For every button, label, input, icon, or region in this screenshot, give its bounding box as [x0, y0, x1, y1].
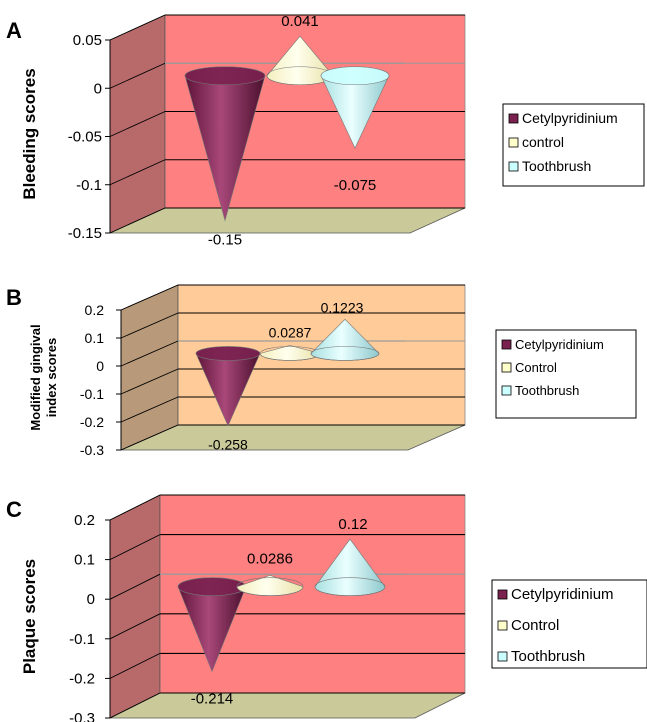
y-tick-label: -0.05	[68, 129, 102, 146]
floor	[109, 207, 466, 234]
y-tick-label: -0.1	[76, 177, 102, 194]
floor	[109, 692, 466, 719]
cone-cetylpyridinium	[177, 577, 247, 673]
panel-label: A	[6, 18, 22, 43]
y-tick-label: -0.1	[69, 631, 95, 648]
legend-entry: Cetylpyridinium	[511, 586, 614, 603]
cone-cetylpyridinium	[184, 66, 266, 222]
side-gridline	[109, 62, 166, 89]
cone-base	[310, 346, 380, 361]
chart-panel-b: 0.2 0.1 0 -0.1 -0.2 -0.3 -0.258 0.0287 0.1223 Mod…	[6, 284, 637, 458]
side-gridline	[120, 340, 179, 367]
legend-entry: Cetylpyridinium	[515, 337, 604, 352]
y-tick-label: 0	[96, 358, 104, 374]
y-axis-title: Plaque scores	[20, 559, 39, 674]
floor	[120, 424, 466, 451]
y-tick-label: -0.3	[69, 710, 95, 722]
cone-base	[195, 346, 261, 361]
y-tick-label: -0.3	[80, 442, 104, 458]
legend-entry: Toothbrush	[522, 158, 591, 174]
legend-swatch-toothbrush	[497, 651, 508, 662]
cone-base	[314, 577, 386, 597]
cone-toothbrush	[320, 66, 390, 149]
legend-swatch-toothbrush	[501, 385, 512, 396]
cone-control	[236, 575, 304, 597]
side-gridline	[120, 368, 179, 395]
legend-swatch-toothbrush	[508, 161, 519, 172]
legend-swatch-control	[508, 137, 519, 148]
y-tick-label: -0.1	[80, 386, 104, 402]
cone-toothbrush	[314, 538, 386, 597]
legend-swatch-cetylpyridinium	[508, 113, 519, 124]
y-axis-title-line: index scores	[44, 338, 59, 418]
legend-box	[491, 579, 647, 669]
y-tick-label: -0.2	[80, 414, 104, 430]
data-label: -0.214	[191, 690, 234, 707]
cone-base	[184, 66, 266, 86]
y-tick-label: 0	[87, 591, 95, 608]
side-gridline	[109, 573, 161, 600]
legend-entry: Toothbrush	[515, 383, 579, 398]
data-label: 0.1223	[321, 299, 364, 315]
legend: Cetylpyridinium Control Toothbrush	[495, 329, 637, 419]
data-label: 0.041	[281, 13, 319, 30]
data-label: 0.12	[338, 516, 367, 533]
y-tick-label: 0.2	[85, 302, 105, 318]
y-tick-label: 0.2	[74, 512, 95, 529]
legend-swatch-control	[497, 620, 508, 631]
y-tick-label: -0.15	[68, 225, 102, 242]
side-gridline	[120, 312, 179, 339]
y-tick-label: 0.1	[85, 330, 105, 346]
side-gridline	[109, 692, 161, 719]
data-label: -0.15	[208, 232, 242, 249]
legend-box	[495, 329, 637, 419]
data-label: 0.0287	[269, 324, 312, 340]
side-gridline	[109, 494, 161, 521]
legend-entry: Control	[511, 617, 559, 634]
y-axis-title: Bleeding scores	[20, 68, 39, 199]
side-wall-shade	[110, 495, 160, 718]
side-wall-shade	[121, 285, 178, 450]
chart-panel-c: 0.2 0.1 0 -0.1 -0.2 -0.3 -0.214 0.0286 0.12 Plaqu…	[6, 494, 647, 722]
legend-entry: Control	[515, 360, 557, 375]
side-gridline	[120, 424, 179, 451]
data-label: -0.258	[208, 437, 248, 453]
cone-base	[320, 66, 390, 86]
legend-entry: Toothbrush	[511, 648, 585, 665]
panel-label: C	[6, 497, 22, 522]
side-gridline	[109, 613, 161, 640]
y-axis-title: Modified gingivalindex scores	[28, 324, 59, 430]
legend-entry: control	[522, 134, 564, 150]
side-gridline	[120, 396, 179, 423]
data-label: -0.075	[334, 177, 377, 194]
y-tick-label: 0	[94, 80, 102, 97]
data-label: 0.0286	[247, 550, 293, 567]
legend: Cetylpyridinium Control Toothbrush	[491, 579, 647, 669]
legend-swatch-cetylpyridinium	[497, 589, 508, 600]
cone-toothbrush	[310, 318, 380, 361]
side-gridline	[109, 14, 166, 41]
y-tick-label: -0.2	[69, 670, 95, 687]
legend-swatch-cetylpyridinium	[501, 339, 512, 350]
side-gridline	[109, 534, 161, 561]
y-tick-label: 0.05	[73, 32, 102, 49]
legend-swatch-control	[501, 362, 512, 373]
side-gridline	[109, 652, 161, 679]
side-gridline	[109, 159, 166, 186]
chart-panel-a: 0.05 0 -0.05 -0.1 -0.15 -0.15 0.041 -0.075 Bleed…	[6, 13, 645, 249]
panel-label: B	[6, 285, 22, 310]
legend: Cetylpyridinium control Toothbrush	[502, 103, 645, 187]
side-gridline	[120, 284, 179, 311]
y-axis-title-line: Modified gingival	[28, 324, 43, 430]
cone-base	[177, 577, 247, 597]
legend-box	[502, 103, 645, 187]
side-gridline	[109, 111, 166, 137]
legend-entry: Cetylpyridinium	[522, 110, 618, 126]
y-tick-label: 0.1	[74, 552, 95, 569]
cone-base	[236, 577, 304, 597]
side-gridline	[109, 207, 166, 234]
